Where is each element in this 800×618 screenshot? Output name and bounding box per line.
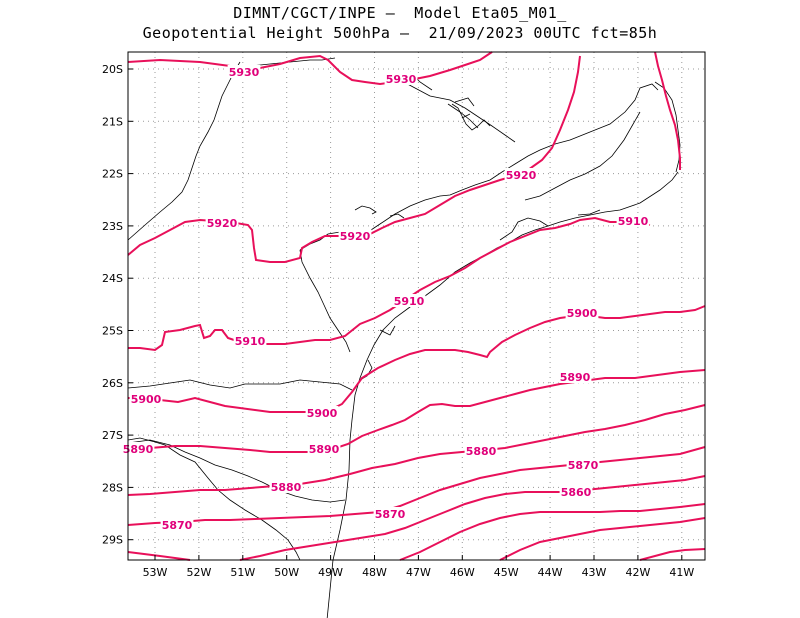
contour-label: 5890 xyxy=(560,371,591,384)
contour-label-bg xyxy=(269,480,303,493)
x-tick-label: 48W xyxy=(362,566,387,579)
contour-label-bg xyxy=(129,392,163,405)
contour-label-bg xyxy=(558,370,592,383)
x-tick-label: 43W xyxy=(582,566,607,579)
contour-label-bg xyxy=(305,406,339,419)
x-tick-label: 53W xyxy=(143,566,168,579)
contour-label: 5930 xyxy=(229,66,260,79)
contour-label: 5920 xyxy=(340,230,371,243)
axis-ticks: 53W 52W 51W 50W 49W 48W 47W 46W 45W 44W 43W 42W 41W 2… xyxy=(102,63,694,579)
x-tick-label: 50W xyxy=(274,566,299,579)
contour-line-5860 xyxy=(239,475,706,561)
x-tick-label: 52W xyxy=(186,566,211,579)
contour-label: 5860 xyxy=(561,486,592,499)
contour-label-bg xyxy=(464,444,498,457)
contour-line-5930-east xyxy=(654,51,681,170)
contour-line-5880 xyxy=(127,404,706,496)
contour-line-5930 xyxy=(127,51,493,86)
contour-label: 5910 xyxy=(618,215,649,228)
y-tick-label: 26S xyxy=(102,377,123,390)
atlantic-coastline xyxy=(326,171,679,618)
contour-label-bg xyxy=(565,306,599,319)
contour-line-5850 xyxy=(127,503,706,561)
contour-label: 5870 xyxy=(162,519,193,532)
contour-label-bg xyxy=(233,334,267,347)
title-line-2: Geopotential Height 500hPa – 21/09/2023 … xyxy=(142,24,658,42)
y-tick-label: 28S xyxy=(102,481,123,494)
contour-label: 5900 xyxy=(307,407,338,420)
border-west-argentina xyxy=(127,437,301,561)
contour-label: 5910 xyxy=(394,295,425,308)
contour-line-5900 xyxy=(128,305,706,413)
river-tiete xyxy=(299,249,351,353)
contour-label: 5870 xyxy=(375,508,406,521)
title-line-1: DIMNT/CGCT/INPE – Model Eta05_M01_ xyxy=(233,4,567,22)
contour-line-5840 xyxy=(499,517,706,561)
contour-line-5910 xyxy=(128,216,651,352)
x-tick-label: 42W xyxy=(625,566,650,579)
contour-label-bg xyxy=(373,507,407,520)
contour-label: 5900 xyxy=(567,307,598,320)
contour-label: 5930 xyxy=(386,73,417,86)
y-tick-label: 24S xyxy=(102,272,123,285)
contour-label: 5910 xyxy=(235,335,266,348)
y-tick-label: 22S xyxy=(102,168,123,181)
contour-label: 5890 xyxy=(123,443,154,456)
contour-label-bg xyxy=(566,458,600,471)
x-tick-label: 49W xyxy=(318,566,343,579)
x-tick-label: 44W xyxy=(538,566,563,579)
mato-grosso-border xyxy=(228,57,336,67)
contour-label-bg xyxy=(559,485,593,498)
paraiba-sul-river xyxy=(359,325,396,381)
contour-label-bg xyxy=(227,65,261,78)
contour-label-bg xyxy=(392,294,426,307)
contour-label: 5870 xyxy=(568,459,599,472)
river-parana-west xyxy=(127,61,241,241)
y-tick-label: 27S xyxy=(102,429,123,442)
contour-label: 5900 xyxy=(131,393,162,406)
contour-line-5830 xyxy=(639,548,706,561)
y-tick-label: 29S xyxy=(102,534,123,547)
contour-label: 5880 xyxy=(466,445,497,458)
contour-label: 5890 xyxy=(309,443,340,456)
x-tick-label: 46W xyxy=(450,566,475,579)
contour-labels: 5930 5930 5920 5920 5920 5910 5910 5910 5900 5900… xyxy=(121,65,650,532)
contour-label-bg xyxy=(160,518,194,531)
reservoir-2 xyxy=(389,213,405,219)
state-border-sp-pr xyxy=(299,83,659,251)
x-tick-label: 51W xyxy=(230,566,255,579)
contour-label: 5880 xyxy=(271,481,302,494)
rio-coast-lagoons xyxy=(499,209,601,241)
border-pr-sc xyxy=(127,379,353,391)
coastline-and-borders xyxy=(127,57,681,618)
plot-frame xyxy=(127,51,706,561)
y-tick-label: 20S xyxy=(102,63,123,76)
contour-line-5870 xyxy=(127,446,706,526)
contour-label-bg xyxy=(307,442,341,455)
contour-line-5890 xyxy=(127,369,706,453)
y-tick-label: 21S xyxy=(102,115,123,128)
mg-rj-border xyxy=(524,111,641,201)
contour-label: 5920 xyxy=(207,217,238,230)
contour-label-bg xyxy=(205,216,239,229)
contour-label-bg xyxy=(384,72,418,85)
mg-rivers-north xyxy=(399,71,516,143)
contour-label-bg xyxy=(338,229,372,242)
x-tick-label: 41W xyxy=(669,566,694,579)
contour-label-bg xyxy=(504,168,538,181)
x-tick-label: 45W xyxy=(494,566,519,579)
contour-label: 5920 xyxy=(506,169,537,182)
y-tick-label: 25S xyxy=(102,325,123,338)
contour-label-bg xyxy=(121,442,155,455)
y-tick-label: 23S xyxy=(102,220,123,233)
x-tick-label: 47W xyxy=(406,566,431,579)
reservoir-3 xyxy=(451,103,491,131)
contour-label-bg xyxy=(616,214,650,227)
reservoir-1 xyxy=(354,205,377,215)
